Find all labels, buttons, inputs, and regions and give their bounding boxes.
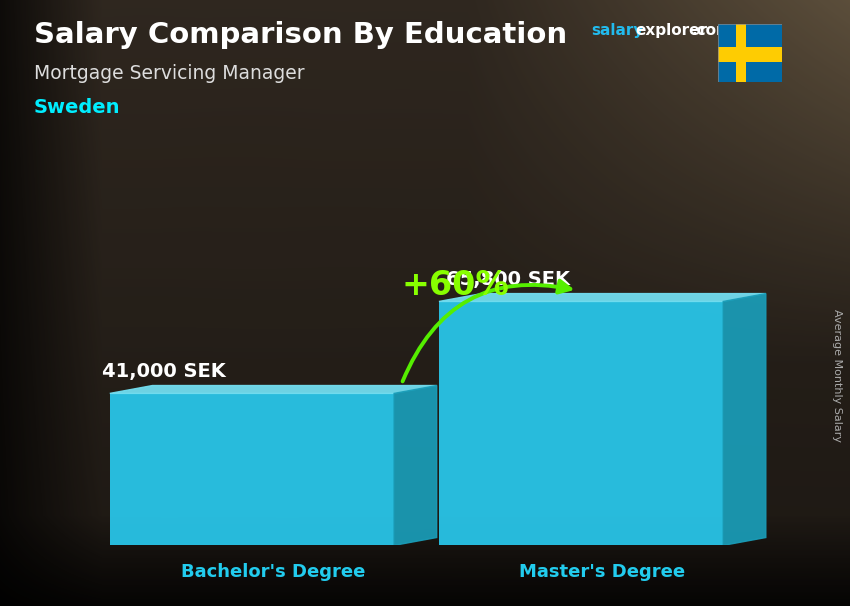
Text: Mortgage Servicing Manager: Mortgage Servicing Manager [34, 64, 304, 82]
Polygon shape [110, 385, 437, 393]
Text: explorer: explorer [636, 23, 708, 38]
Text: Master's Degree: Master's Degree [519, 563, 685, 581]
Bar [718, 47, 782, 62]
Polygon shape [723, 293, 766, 545]
Text: Average Monthly Salary: Average Monthly Salary [832, 309, 842, 442]
Text: 41,000 SEK: 41,000 SEK [102, 362, 226, 381]
Text: 65,800 SEK: 65,800 SEK [446, 270, 570, 289]
Bar [439, 301, 723, 545]
Text: +60%: +60% [401, 269, 509, 302]
Polygon shape [394, 385, 437, 545]
Text: Sweden: Sweden [34, 98, 121, 117]
Text: Salary Comparison By Education: Salary Comparison By Education [34, 21, 567, 49]
Text: Bachelor's Degree: Bachelor's Degree [181, 563, 366, 581]
Polygon shape [439, 293, 766, 301]
Bar [110, 393, 394, 545]
Text: .com: .com [691, 23, 732, 38]
Text: salary: salary [591, 23, 643, 38]
Bar [736, 24, 746, 82]
